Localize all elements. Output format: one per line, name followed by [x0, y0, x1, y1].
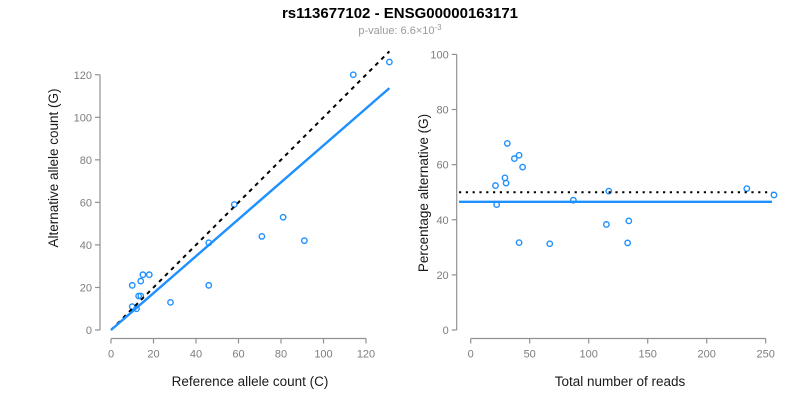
data-point	[515, 151, 523, 159]
identity-line	[110, 50, 391, 331]
x-tick-label: 40	[190, 349, 202, 361]
x-tick-label: 250	[757, 349, 775, 361]
panel-left: 0 20 40 60 80 100 120 0 20 40 60 80 100 120 Reference…	[46, 50, 393, 389]
data-point	[501, 174, 509, 182]
data-point	[135, 292, 143, 300]
right-plot-area: 0 20 40 60 80 100 0 50 100 150 200 250	[430, 49, 778, 361]
y-tick-label: 20	[80, 282, 92, 294]
data-point	[349, 71, 357, 79]
x-tick-label: 60	[232, 349, 244, 361]
left-x-axis-title: Reference allele count (C)	[172, 374, 329, 389]
x-tick-label: 120	[357, 349, 375, 361]
data-point	[510, 155, 518, 162]
y-tick-label: 80	[80, 155, 92, 167]
fit-line	[110, 87, 391, 331]
y-tick-label: 80	[436, 105, 448, 117]
data-point	[515, 239, 523, 247]
subtitle: p-value: 6.6×10-3	[358, 23, 442, 37]
data-point	[137, 277, 145, 285]
data-point	[625, 217, 633, 225]
y-tick-label: 40	[436, 215, 448, 227]
x-tick-label: 20	[147, 349, 159, 361]
data-point	[519, 163, 527, 171]
data-point	[230, 201, 238, 208]
data-point	[385, 58, 393, 66]
right-x-axis-title: Total number of reads	[555, 374, 686, 389]
y-tick-label: 120	[74, 70, 92, 82]
y-tick-label: 40	[80, 240, 92, 252]
page-title: rs113677102 - ENSG00000163171	[282, 5, 518, 22]
x-tick-label: 100	[314, 349, 332, 361]
data-point	[167, 298, 174, 306]
y-tick-label: 60	[80, 197, 92, 209]
x-tick-label: 100	[580, 349, 598, 361]
x-tick-label: 50	[524, 349, 536, 361]
y-tick-label: 60	[436, 160, 448, 172]
data-point	[279, 213, 287, 221]
data-point	[743, 185, 751, 193]
subtitle-exponent: -3	[435, 23, 443, 32]
x-tick-label: 80	[275, 349, 287, 361]
data-point	[503, 140, 511, 147]
data-point	[128, 281, 136, 289]
y-tick-label: 100	[430, 49, 448, 61]
data-point	[300, 237, 308, 245]
data-point	[603, 221, 610, 228]
data-point	[546, 240, 554, 248]
data-point	[624, 239, 632, 247]
right-y-axis-title: Percentage alternative (G)	[416, 114, 431, 272]
data-point	[502, 179, 510, 187]
data-point	[492, 182, 499, 189]
x-tick-label: 200	[698, 349, 716, 361]
data-point	[605, 187, 613, 195]
x-tick-label: 0	[468, 349, 474, 361]
data-point	[770, 191, 778, 199]
data-point	[139, 271, 147, 279]
y-tick-label: 100	[74, 112, 92, 124]
data-point	[137, 292, 145, 300]
data-point	[258, 233, 266, 240]
x-tick-label: 0	[108, 349, 114, 361]
x-tick-label: 150	[639, 349, 657, 361]
data-point	[145, 271, 153, 279]
data-point	[205, 281, 213, 289]
left-y-axis-title: Alternative allele count (G)	[46, 88, 61, 247]
y-tick-label: 20	[436, 270, 448, 282]
panel-right: 0 20 40 60 80 100 0 50 100 150 200 250 Total number…	[416, 49, 778, 389]
y-tick-label: 0	[443, 325, 449, 337]
subtitle-text: p-value: 6.6×10	[358, 25, 434, 37]
y-tick-label: 0	[86, 325, 92, 337]
left-plot-area: 0 20 40 60 80 100 120 0 20 40 60 80 100 120	[74, 50, 393, 361]
